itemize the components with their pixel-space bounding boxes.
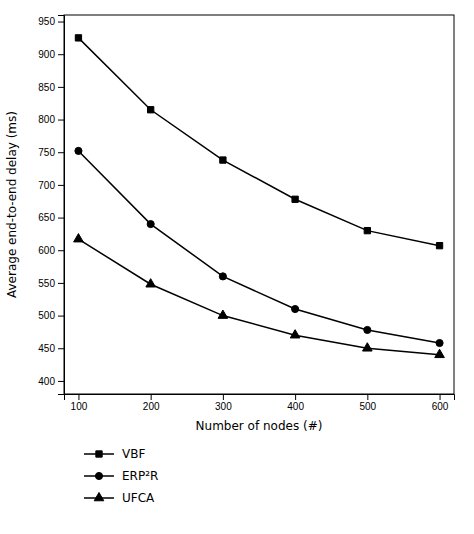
tick-mark <box>367 394 368 400</box>
tick-mark <box>58 22 64 23</box>
tick: 300 <box>215 394 232 412</box>
y-axis-title: Average end-to-end delay (ms) <box>5 111 19 298</box>
marker <box>290 330 300 338</box>
line <box>78 38 439 246</box>
tick: 700 <box>38 180 64 191</box>
legend-entry: ERP²R <box>84 469 158 483</box>
marker <box>292 305 299 312</box>
tick-label: 400 <box>38 376 55 387</box>
legend-marker <box>95 472 102 479</box>
tick: 500 <box>359 394 376 412</box>
tick: 100 <box>71 394 88 412</box>
chart: 100 200 300 400 500 600 400 450 500 550 600 650 700 7… <box>0 0 474 534</box>
plot-frame <box>64 15 454 394</box>
marker <box>75 147 82 154</box>
legend: VBF ERP²R UFCA <box>84 447 158 505</box>
legend-marker <box>94 492 104 500</box>
tick-mark <box>58 87 64 88</box>
tick-label: 600 <box>432 401 449 412</box>
marker <box>148 107 154 113</box>
tick-mark <box>440 394 441 400</box>
marker <box>436 339 443 346</box>
tick: 600 <box>38 245 64 256</box>
legend-entry: VBF <box>84 447 145 461</box>
tick-mark <box>78 394 79 400</box>
tick: 200 <box>143 394 160 412</box>
tick-label: 400 <box>287 401 304 412</box>
tick-label: 450 <box>38 343 55 354</box>
tick-label: 600 <box>38 245 55 256</box>
tick-label: 950 <box>38 16 55 27</box>
line <box>78 151 439 343</box>
tick-label: 900 <box>38 49 55 60</box>
tick-label: 650 <box>38 212 55 223</box>
tick-label: 850 <box>38 82 55 93</box>
legend-entry: UFCA <box>84 491 155 505</box>
tick: 800 <box>38 114 64 125</box>
marker <box>146 279 156 287</box>
tick: 900 <box>38 49 64 60</box>
tick: 650 <box>38 212 64 223</box>
tick: 500 <box>38 310 64 321</box>
plot: 100 200 300 400 500 600 400 450 500 550 600 650 700 7… <box>38 15 454 412</box>
tick-label: 500 <box>359 401 376 412</box>
x-axis: 100 200 300 400 500 600 <box>65 394 455 412</box>
tick-mark <box>58 250 64 251</box>
tick-label: 300 <box>215 401 232 412</box>
axis-line <box>58 16 65 395</box>
tick-label: 500 <box>38 310 55 321</box>
legend-marker <box>96 451 102 457</box>
tick-mark <box>58 316 64 317</box>
tick-mark <box>151 394 152 400</box>
tick: 450 <box>38 343 64 354</box>
tick-mark <box>58 381 64 382</box>
marker <box>74 234 84 242</box>
marker <box>219 273 226 280</box>
tick-mark <box>58 120 64 121</box>
tick-mark <box>58 218 64 219</box>
tick-mark <box>58 283 64 284</box>
tick: 850 <box>38 82 64 93</box>
tick-label: 750 <box>38 147 55 158</box>
tick-label: 800 <box>38 114 55 125</box>
tick-label: 550 <box>38 278 55 289</box>
tick: 400 <box>38 376 64 387</box>
tick: 750 <box>38 147 64 158</box>
tick-mark <box>58 348 64 349</box>
marker <box>364 326 371 333</box>
tick-label: 200 <box>143 401 160 412</box>
marker <box>363 343 373 351</box>
tick-label: 700 <box>38 180 55 191</box>
tick-mark <box>295 394 296 400</box>
marker <box>292 196 298 202</box>
y-axis: 400 450 500 550 600 650 700 750 800 850 900 950 <box>38 16 64 395</box>
legend-label: ERP²R <box>122 469 158 483</box>
marker <box>75 35 81 41</box>
x-axis-title: Number of nodes (#) <box>196 419 323 433</box>
legend-label: UFCA <box>122 491 155 505</box>
marker <box>435 349 445 357</box>
marker <box>220 157 226 163</box>
tick-mark <box>223 394 224 400</box>
line <box>78 239 439 355</box>
tick: 400 <box>287 394 304 412</box>
marker <box>218 310 228 318</box>
tick: 950 <box>38 16 64 27</box>
tick-mark <box>58 152 64 153</box>
legend-label: VBF <box>122 447 145 461</box>
tick-mark <box>58 54 64 55</box>
marks <box>74 35 445 358</box>
tick-label: 100 <box>71 401 88 412</box>
marker <box>147 221 154 228</box>
tick-mark <box>58 185 64 186</box>
axis-line <box>65 395 455 401</box>
tick: 550 <box>38 278 64 289</box>
tick: 600 <box>432 394 449 412</box>
marker <box>364 227 370 233</box>
marker <box>436 243 442 249</box>
